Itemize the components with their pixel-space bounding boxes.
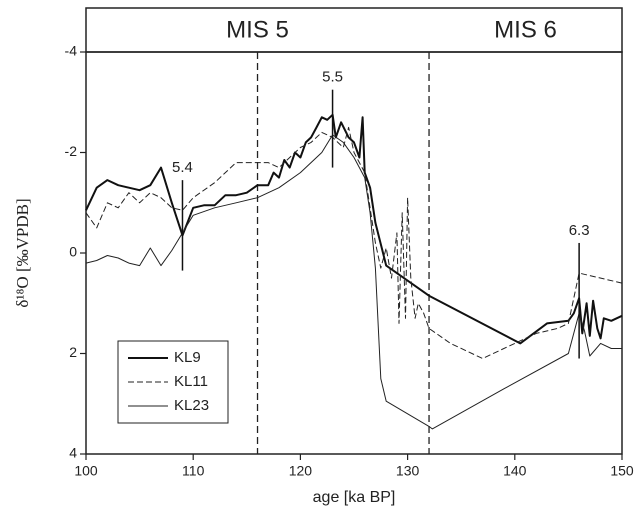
mis-label: MIS 5 <box>226 16 289 43</box>
x-tick-label: 110 <box>182 463 205 479</box>
x-axis-label: age [ka BP] <box>313 489 396 506</box>
x-tick-label: 150 <box>610 463 634 479</box>
y-tick-label: -2 <box>65 143 78 159</box>
legend-label: KL11 <box>174 373 208 390</box>
peak-label: 5.4 <box>172 159 193 176</box>
legend-label: KL9 <box>174 349 201 366</box>
legend-box <box>117 340 229 424</box>
x-tick-label: 130 <box>396 463 420 479</box>
series-line <box>85 126 623 359</box>
peak-label: 5.5 <box>322 69 343 86</box>
x-tick-label: 100 <box>74 463 98 479</box>
y-tick-label: 0 <box>69 244 77 260</box>
y-tick-label: 4 <box>69 445 77 461</box>
y-axis-label: δ¹⁸O [‰VPDB] <box>13 198 32 307</box>
series-line <box>85 113 623 345</box>
x-tick-label: 120 <box>289 463 313 479</box>
y-tick-label: -4 <box>65 43 78 59</box>
legend-label: KL23 <box>174 397 209 414</box>
peak-label: 6.3 <box>569 222 590 239</box>
y-tick-label: 2 <box>69 344 77 360</box>
x-tick-label: 140 <box>503 463 527 479</box>
mis-label: MIS 6 <box>494 16 557 43</box>
